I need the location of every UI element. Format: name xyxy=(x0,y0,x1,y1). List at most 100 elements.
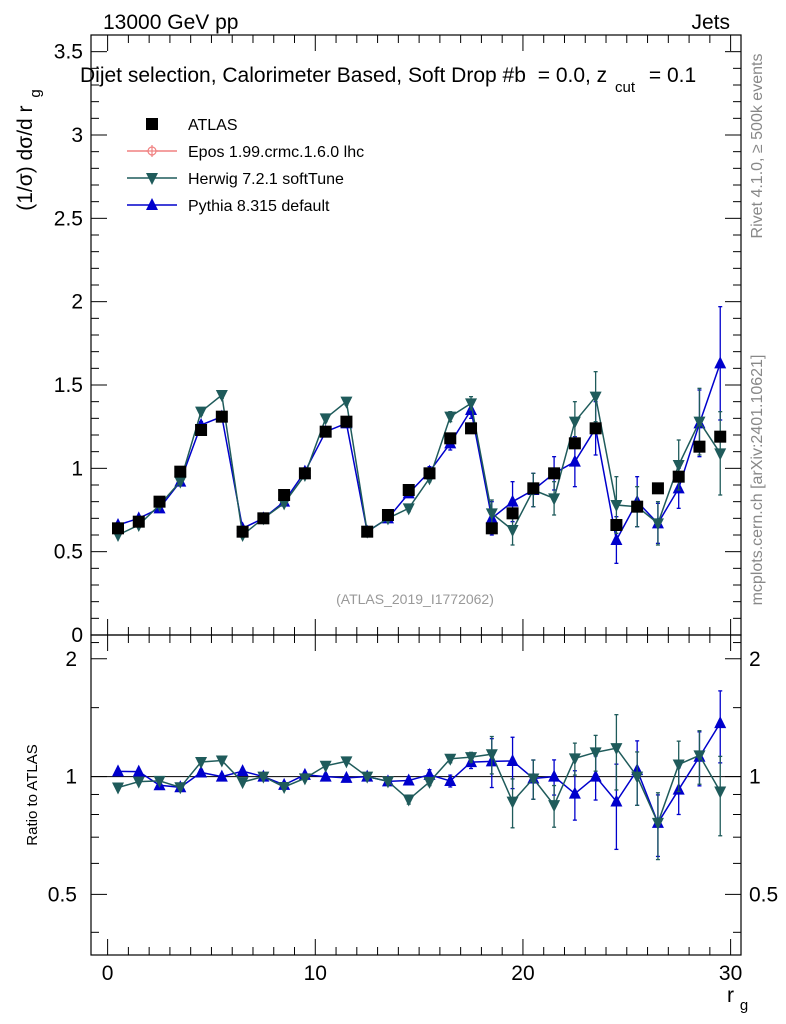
data-point-atlas xyxy=(568,437,581,450)
x-tick-label: 30 xyxy=(719,962,742,985)
y-tick-label: 3 xyxy=(71,124,83,147)
data-point-atlas xyxy=(423,467,436,480)
data-point-pythia xyxy=(506,494,519,507)
data-point-atlas xyxy=(485,522,498,535)
chart-title-tail: = 0.1 xyxy=(649,64,696,87)
ratio-point-pythia xyxy=(215,769,228,782)
ratio-tick-label-right: 2 xyxy=(749,648,761,671)
x-axis-label-sub: g xyxy=(740,997,748,1014)
data-point-atlas xyxy=(548,467,561,480)
x-tick-label: 10 xyxy=(304,962,327,985)
ratio-point-herwig xyxy=(381,776,394,789)
legend-label: Pythia 8.315 default xyxy=(188,198,330,215)
y-tick-label: 3.5 xyxy=(54,41,83,64)
data-point-atlas xyxy=(651,482,664,495)
data-point-atlas xyxy=(444,432,457,445)
chart-title-main: Dijet selection, Calorimeter Based, Soft… xyxy=(80,64,526,87)
legend-marker xyxy=(146,173,158,185)
x-tick-label: 20 xyxy=(511,962,534,985)
y-tick-label: 0.5 xyxy=(54,541,83,564)
series-line-pythia xyxy=(117,363,721,543)
series-herwig xyxy=(111,371,727,546)
data-point-herwig xyxy=(195,406,208,419)
ratio-point-pythia xyxy=(589,769,602,782)
ratio-point-pythia xyxy=(423,767,436,780)
data-point-atlas xyxy=(132,515,145,528)
x-axis-label: r g xyxy=(727,984,748,1014)
data-point-herwig xyxy=(215,390,228,402)
y-tick-label: 2 xyxy=(71,291,83,314)
ratio-point-herwig xyxy=(651,817,664,830)
ratio-point-herwig xyxy=(589,747,602,760)
analysis-watermark: (ATLAS_2019_I1772062) xyxy=(336,591,494,607)
ratio-point-pythia xyxy=(402,773,415,786)
ratio-point-pythia xyxy=(714,716,727,729)
ratio-point-herwig xyxy=(506,796,519,809)
y-axis-label-main: (1/σ) dσ/d r xyxy=(14,105,37,210)
ratio-point-pythia xyxy=(111,764,124,777)
data-point-atlas xyxy=(340,415,353,428)
ratio-point-herwig xyxy=(631,771,644,784)
data-point-atlas xyxy=(631,500,644,513)
ratio-line-herwig xyxy=(117,747,721,825)
ratio-point-herwig xyxy=(548,800,561,813)
ratio-point-pythia xyxy=(548,769,561,782)
data-point-atlas xyxy=(257,512,270,525)
data-point-herwig xyxy=(465,398,478,411)
y-axis-label: (1/σ) dσ/d r g xyxy=(14,89,44,210)
data-point-herwig xyxy=(485,508,498,521)
data-point-herwig xyxy=(319,413,332,426)
ratio-tick-label-right: 0.5 xyxy=(749,883,778,906)
legend: ATLAS Epos 1.99.crmc.1.6.0 lhc Herwig 7.2.… xyxy=(127,117,364,215)
ratio-point-herwig xyxy=(465,752,478,765)
ratio-series-herwig xyxy=(111,714,727,861)
ratio-point-herwig xyxy=(132,776,145,789)
legend-marker xyxy=(146,198,158,210)
data-point-atlas xyxy=(381,509,394,521)
ratio-point-herwig xyxy=(257,771,270,784)
data-point-atlas xyxy=(236,525,249,538)
ratio-point-pythia xyxy=(319,769,332,782)
ratio-line-pythia xyxy=(117,722,721,825)
data-point-herwig xyxy=(278,498,291,511)
data-point-atlas xyxy=(195,424,208,436)
legend-label: ATLAS xyxy=(188,117,238,134)
ratio-point-herwig xyxy=(361,771,374,784)
ratio-point-herwig xyxy=(340,756,353,769)
series-atlas xyxy=(111,410,727,538)
ratio-point-herwig xyxy=(402,794,415,807)
y-tick-label: 0 xyxy=(71,624,83,647)
ratio-point-herwig xyxy=(423,776,436,789)
ratio-point-pythia xyxy=(132,764,145,777)
data-point-herwig xyxy=(672,460,685,472)
data-point-herwig xyxy=(568,416,581,429)
x-axis-label-main: r xyxy=(727,984,734,1007)
ratio-point-herwig xyxy=(527,773,540,786)
data-point-atlas xyxy=(693,440,706,453)
data-point-atlas xyxy=(672,470,685,483)
ratio-point-herwig xyxy=(111,782,124,795)
ratio-point-pythia xyxy=(610,794,623,807)
data-point-atlas xyxy=(610,519,623,531)
x-axis-ticks: 0 10 20 30 xyxy=(102,35,742,985)
main-axis-ticks: 0 0.5 1 1.5 2 2.5 3 3.5 xyxy=(54,41,741,647)
data-point-atlas xyxy=(298,467,311,480)
ratio-point-herwig xyxy=(153,775,166,788)
data-point-atlas xyxy=(527,482,540,495)
ratio-point-herwig xyxy=(319,760,332,773)
ratio-point-herwig xyxy=(278,781,291,794)
ratio-point-herwig xyxy=(298,773,311,786)
data-point-herwig xyxy=(548,493,561,506)
data-point-herwig xyxy=(589,391,602,404)
legend-label: Herwig 7.2.1 softTune xyxy=(188,171,344,188)
ratio-axis-label: Ratio to ATLAS xyxy=(24,744,41,845)
data-point-herwig xyxy=(651,518,664,531)
y-axis-label-sub: g xyxy=(27,89,44,97)
ratio-point-pythia xyxy=(236,764,249,777)
ratio-tick-label: 1 xyxy=(65,766,77,789)
main-series-layer xyxy=(111,306,727,564)
chart-title-eq: = 0.0, z xyxy=(538,64,607,87)
ratio-point-herwig xyxy=(215,755,228,768)
header-energy-label: 13000 GeV pp xyxy=(103,11,238,34)
